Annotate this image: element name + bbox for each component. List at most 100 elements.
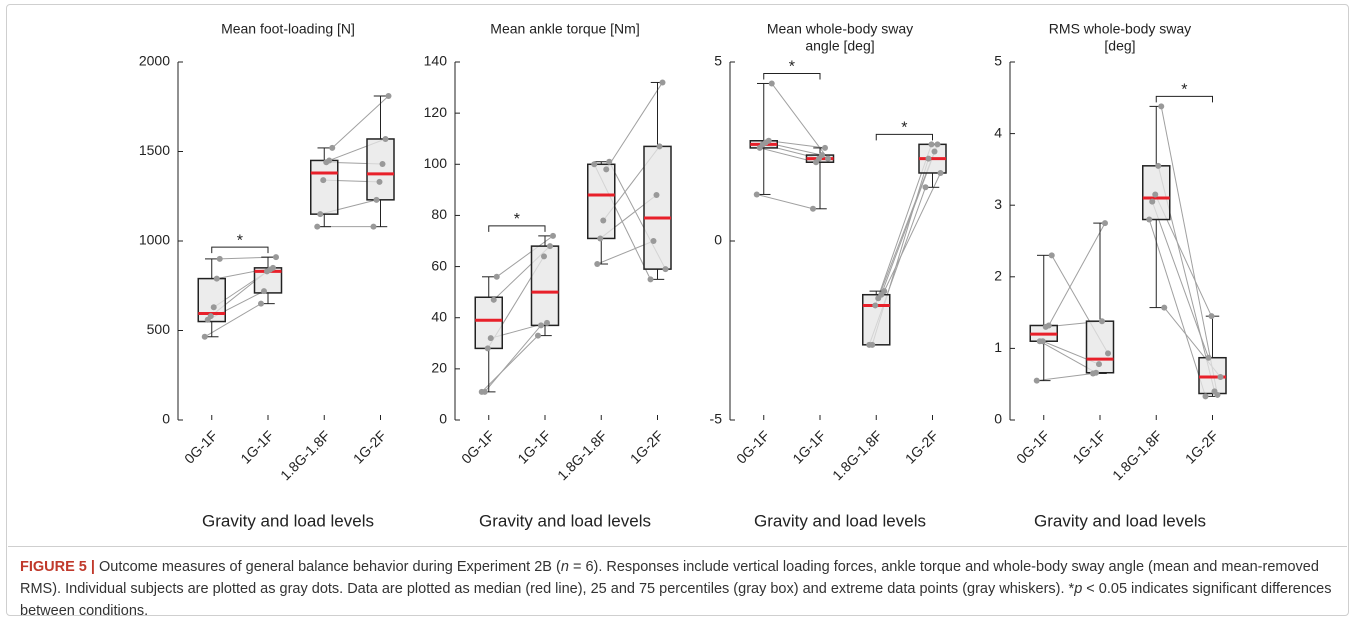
- subject-point: [934, 141, 941, 148]
- subject-point: [1099, 318, 1105, 325]
- subject-point: [1033, 377, 1040, 384]
- significance-label: *: [789, 59, 795, 76]
- subject-point: [478, 388, 485, 395]
- subject-point: [210, 304, 217, 311]
- x-tick-label: 1G-2F: [350, 427, 389, 466]
- subject-point: [756, 144, 763, 151]
- y-tick-label: 0: [162, 411, 170, 427]
- y-tick-label: 5: [994, 53, 1002, 69]
- figure-frame: [6, 4, 1349, 616]
- y-tick-label: 20: [431, 360, 447, 376]
- subject-point: [484, 345, 491, 352]
- x-tick-label: 1G-1F: [237, 427, 276, 466]
- subject-point: [922, 184, 929, 191]
- subject-point: [535, 332, 541, 339]
- x-axis-label: Gravity and load levels: [479, 511, 651, 530]
- x-tick-label: 1.8G-1.8F: [829, 427, 885, 483]
- subject-point: [544, 319, 550, 326]
- box: [366, 138, 395, 201]
- subject-point: [822, 144, 828, 151]
- subject-point: [866, 341, 873, 348]
- subject-point: [373, 196, 380, 203]
- subject-point: [825, 155, 831, 162]
- subject-point: [650, 238, 657, 244]
- subject-point: [323, 159, 330, 166]
- caption-italic: n: [560, 559, 569, 575]
- subject-point: [1036, 338, 1043, 345]
- subject-point: [320, 177, 327, 184]
- panel-title: Mean whole-body sway: [767, 21, 913, 37]
- subject-point: [1042, 323, 1049, 330]
- subject-point: [547, 243, 553, 250]
- caption-text: Outcome measures of general balance beha…: [99, 559, 561, 575]
- subject-point: [1208, 313, 1215, 320]
- significance-label: *: [1181, 82, 1187, 99]
- subject-point: [376, 178, 383, 185]
- subject-point: [213, 275, 220, 282]
- subject-point: [1146, 216, 1153, 223]
- subject-point: [1155, 162, 1162, 169]
- x-tick-label: 0G-1F: [181, 427, 220, 466]
- subject-point: [600, 217, 607, 224]
- subject-point: [603, 166, 610, 173]
- panel-title: Mean ankle torque [Nm]: [490, 21, 639, 37]
- subject-point: [379, 161, 386, 168]
- subject-point: [493, 273, 500, 280]
- subject-point: [813, 159, 819, 166]
- subject-point: [1105, 350, 1111, 357]
- significance-bracket: [211, 246, 269, 254]
- separator: [8, 546, 1347, 547]
- subject-point: [329, 144, 336, 151]
- subject-point: [201, 333, 208, 340]
- subject-point: [385, 93, 392, 100]
- y-tick-label: 140: [424, 53, 448, 69]
- box: [643, 145, 672, 270]
- subject-point: [258, 300, 264, 307]
- caption: FIGURE 5 | Outcome measures of general b…: [20, 556, 1340, 622]
- subject-point: [591, 161, 598, 168]
- y-tick-label: 1000: [139, 232, 170, 248]
- box: [862, 293, 891, 346]
- subject-point: [937, 169, 944, 176]
- subject-point: [931, 148, 938, 155]
- subject-line: [1160, 106, 1218, 396]
- subject-point: [1211, 388, 1218, 395]
- subject-point: [875, 295, 882, 302]
- subject-line: [484, 325, 542, 393]
- subject-point: [550, 232, 556, 239]
- subject-point: [487, 335, 494, 342]
- subject-point: [1202, 393, 1209, 400]
- subject-point: [594, 261, 601, 268]
- subject-line: [768, 140, 826, 149]
- box: [310, 159, 339, 215]
- significance-label: *: [901, 120, 907, 137]
- subject-point: [273, 254, 279, 261]
- subject-point: [925, 155, 932, 162]
- subject-point: [1205, 354, 1212, 361]
- y-tick-label: 2000: [139, 53, 170, 69]
- y-tick-label: 40: [431, 308, 447, 324]
- panel-title: Mean foot-loading [N]: [221, 21, 355, 37]
- subject-point: [662, 266, 669, 273]
- subject-point: [204, 316, 211, 323]
- x-tick-label: 0G-1F: [1013, 427, 1052, 466]
- subject-point: [1152, 191, 1159, 198]
- y-tick-label: 500: [147, 321, 171, 337]
- y-tick-label: 2: [994, 268, 1002, 284]
- subject-point: [1102, 220, 1108, 227]
- box: [587, 163, 616, 240]
- y-tick-label: 4: [994, 124, 1002, 140]
- chart: Mean foot-loading [N]05001000150020000G-…: [139, 21, 1227, 530]
- panel-title: [deg]: [1104, 38, 1135, 54]
- y-tick-label: 0: [714, 232, 722, 248]
- panel-title: RMS whole-body sway: [1049, 21, 1191, 37]
- x-tick-label: 1G-1F: [789, 427, 828, 466]
- subject-point: [264, 268, 270, 275]
- subject-point: [1090, 370, 1096, 377]
- subject-point: [261, 288, 267, 295]
- subject-point: [490, 296, 497, 303]
- subject-point: [1217, 374, 1224, 381]
- subject-point: [216, 255, 223, 262]
- x-axis-label: Gravity and load levels: [202, 511, 374, 530]
- y-tick-label: -5: [710, 411, 723, 427]
